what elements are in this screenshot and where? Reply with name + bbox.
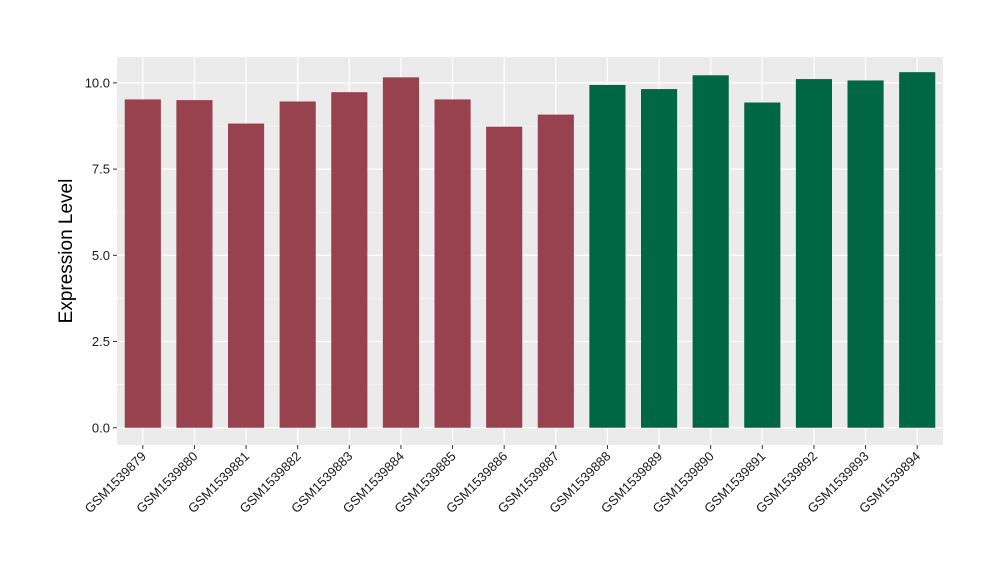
bar <box>899 72 936 428</box>
y-tick-label: 10.0 <box>85 75 110 90</box>
bar <box>847 80 884 428</box>
bar <box>124 99 161 428</box>
y-tick-label: 2.5 <box>92 334 110 349</box>
y-tick-label: 0.0 <box>92 420 110 435</box>
bar <box>692 75 729 428</box>
bar <box>227 123 265 428</box>
bar <box>279 101 316 428</box>
bar <box>537 114 574 428</box>
bar <box>382 77 420 428</box>
bar <box>744 102 781 428</box>
y-tick-label: 5.0 <box>92 248 110 263</box>
y-axis-title: Expression Level <box>56 179 77 324</box>
bars <box>124 72 936 428</box>
bar <box>795 79 833 428</box>
bar <box>434 99 471 428</box>
bar <box>331 92 368 428</box>
bar <box>486 126 523 428</box>
bar <box>589 84 626 428</box>
y-tick-label: 7.5 <box>92 162 110 177</box>
bar <box>176 100 213 428</box>
bar <box>640 89 678 428</box>
y-axis: 0.0 2.5 5.0 7.5 10.0 <box>85 75 117 435</box>
x-axis: GSM1539879GSM1539880GSM1539881GSM1539882… <box>82 445 923 516</box>
